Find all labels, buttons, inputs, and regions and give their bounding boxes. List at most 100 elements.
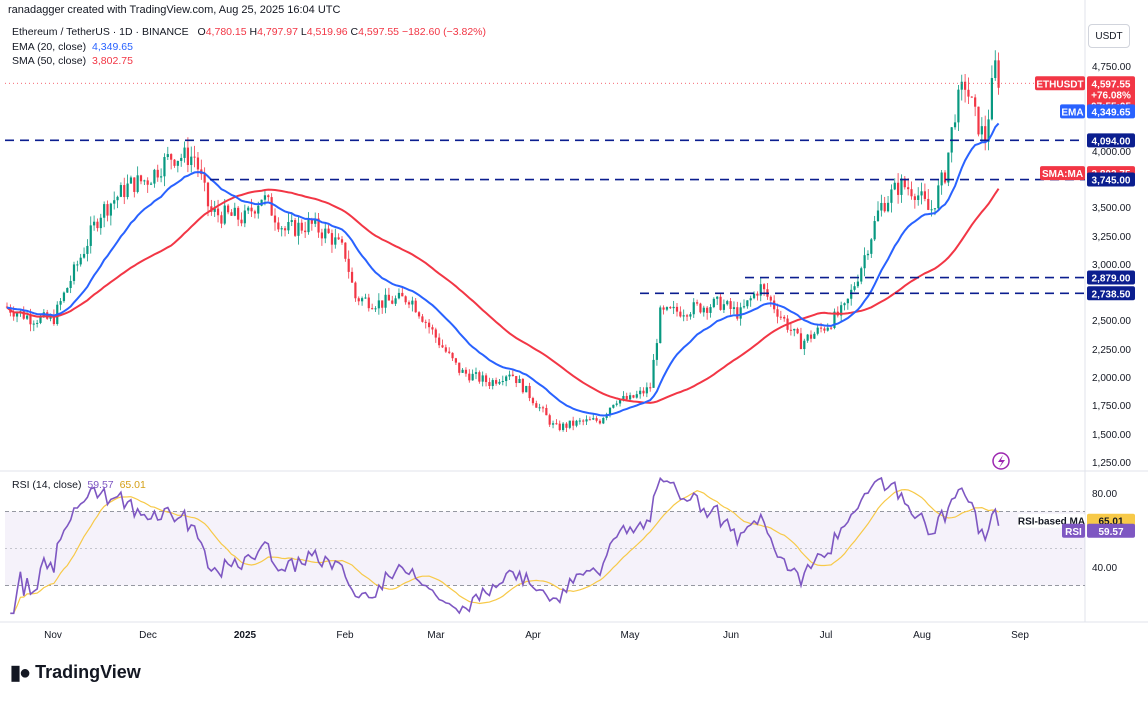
candle-body-121	[411, 300, 414, 305]
price-tick-label-0: 4,750.00	[1092, 62, 1131, 73]
candle-body-264	[890, 189, 893, 203]
candle-body-147	[498, 381, 501, 384]
candle-body-277	[933, 208, 937, 210]
candle-body-143	[484, 375, 488, 383]
rsi-price-tag: 59.57	[1087, 523, 1135, 538]
tradingview-logo[interactable]: ▮● TradingView	[10, 660, 141, 685]
symbol-name[interactable]: Ethereum / TetherUS · 1D · BINANCE	[12, 26, 189, 38]
rsi-legend[interactable]: RSI (14, close) 59.57 65.01	[12, 479, 146, 491]
time-tick-label-1: Dec	[139, 630, 157, 641]
candle-body-94	[320, 232, 323, 239]
rsi-name-tag-text-0: RSI	[1065, 527, 1082, 538]
candle-body-155	[525, 385, 528, 393]
candle-body-75	[257, 205, 260, 214]
sma-legend[interactable]: SMA (50, close) 3,802.75	[12, 55, 133, 67]
candle-body-204	[689, 314, 692, 317]
candle-body-294	[990, 78, 993, 120]
candle-body-210	[709, 307, 712, 313]
candle-body-93	[317, 218, 320, 233]
candle-body-84	[287, 221, 290, 231]
candle-body-146	[495, 380, 498, 384]
candle-body-90	[307, 219, 310, 233]
level-4094-tag: 4,094.00	[1087, 133, 1135, 148]
candle-body-92	[314, 218, 317, 224]
rsi-name-tag: RSI	[1062, 523, 1085, 538]
candle-body-109	[371, 308, 374, 310]
candle-body-182	[615, 403, 618, 405]
candle-body-161	[545, 407, 548, 416]
sma-legend-label: SMA (50, close)	[12, 55, 87, 67]
candle-body-52	[180, 157, 183, 161]
candle-body-95	[324, 228, 327, 239]
candle-body-33	[116, 196, 119, 201]
candle-body-163	[551, 423, 555, 425]
candle-body-45	[156, 169, 159, 178]
rsi-price-tag-text-0: 59.57	[1098, 527, 1123, 538]
candle-body-262	[883, 202, 886, 212]
candle-body-25	[89, 225, 92, 246]
candle-body-153	[518, 379, 521, 384]
level-2879-tag-text-0: 2,879.00	[1092, 274, 1131, 285]
ema-name-tag-text-0: EMA	[1061, 107, 1083, 118]
level-2879-tag-bg	[1087, 270, 1135, 285]
candle-body-145	[491, 380, 494, 386]
candle-body-137	[464, 369, 468, 374]
currency-unit-button[interactable]: USDT	[1088, 24, 1130, 48]
candle-body-231	[779, 316, 782, 318]
price-tick-label-5: 2,500.00	[1092, 316, 1131, 327]
candle-body-183	[618, 399, 622, 404]
candle-body-166	[562, 423, 565, 431]
candle-body-59	[203, 174, 206, 183]
candle-body-165	[558, 423, 561, 431]
candle-body-195	[659, 307, 662, 344]
candle-body-162	[548, 415, 551, 425]
candle-body-236	[796, 328, 799, 334]
candle-body-126	[428, 322, 431, 328]
candle-body-3	[15, 313, 19, 317]
candle-body-281	[947, 152, 950, 183]
ema-legend[interactable]: EMA (20, close) 4,349.65	[12, 41, 133, 53]
rsi-line	[10, 476, 1000, 615]
candle-body-88	[300, 222, 303, 231]
candle-body-103	[350, 271, 354, 283]
candle-body-138	[468, 373, 471, 381]
tradingview-wordmark: TradingView	[35, 662, 141, 682]
candle-body-50	[173, 159, 176, 166]
candle-body-230	[776, 309, 779, 317]
low-value: 4,519.96	[306, 26, 348, 38]
candle-body-273	[920, 191, 923, 196]
candle-body-171	[578, 420, 581, 422]
candle-body-56	[193, 156, 196, 158]
candle-body-289	[974, 97, 977, 107]
candle-body-54	[186, 147, 189, 165]
level-4094-tag-bg	[1087, 133, 1135, 148]
candle-body-154	[521, 379, 524, 393]
candle-body-101	[344, 242, 347, 259]
price-tick-label-7: 2,000.00	[1092, 373, 1131, 384]
candle-body-131	[444, 347, 447, 352]
candle-body-214	[722, 304, 725, 310]
candle-body-243	[819, 327, 823, 329]
candle-body-159	[538, 407, 541, 409]
candle-body-167	[565, 423, 568, 428]
rsi-tick-label-0: 80.00	[1092, 489, 1117, 500]
candle-body-209	[706, 307, 709, 313]
candle-body-22	[79, 257, 82, 265]
high-value: 4,797.97	[257, 26, 298, 38]
candle-body-91	[310, 219, 313, 224]
candle-body-198	[669, 307, 672, 309]
candle-body-41	[143, 180, 146, 182]
candle-body-57	[196, 157, 200, 170]
candle-body-63	[216, 208, 220, 216]
candle-body-87	[297, 222, 300, 236]
candle-body-85	[290, 220, 293, 222]
level-2879-tag: 2,879.00	[1087, 270, 1135, 285]
low-label: L	[300, 26, 307, 38]
candle-body-158	[535, 403, 538, 408]
candle-body-157	[531, 398, 535, 404]
candle-body-292	[984, 126, 987, 142]
ethusdt-label-tag-text-0: ETHUSDT	[1036, 79, 1083, 90]
candle-body-213	[719, 296, 722, 310]
candle-body-150	[508, 374, 511, 377]
